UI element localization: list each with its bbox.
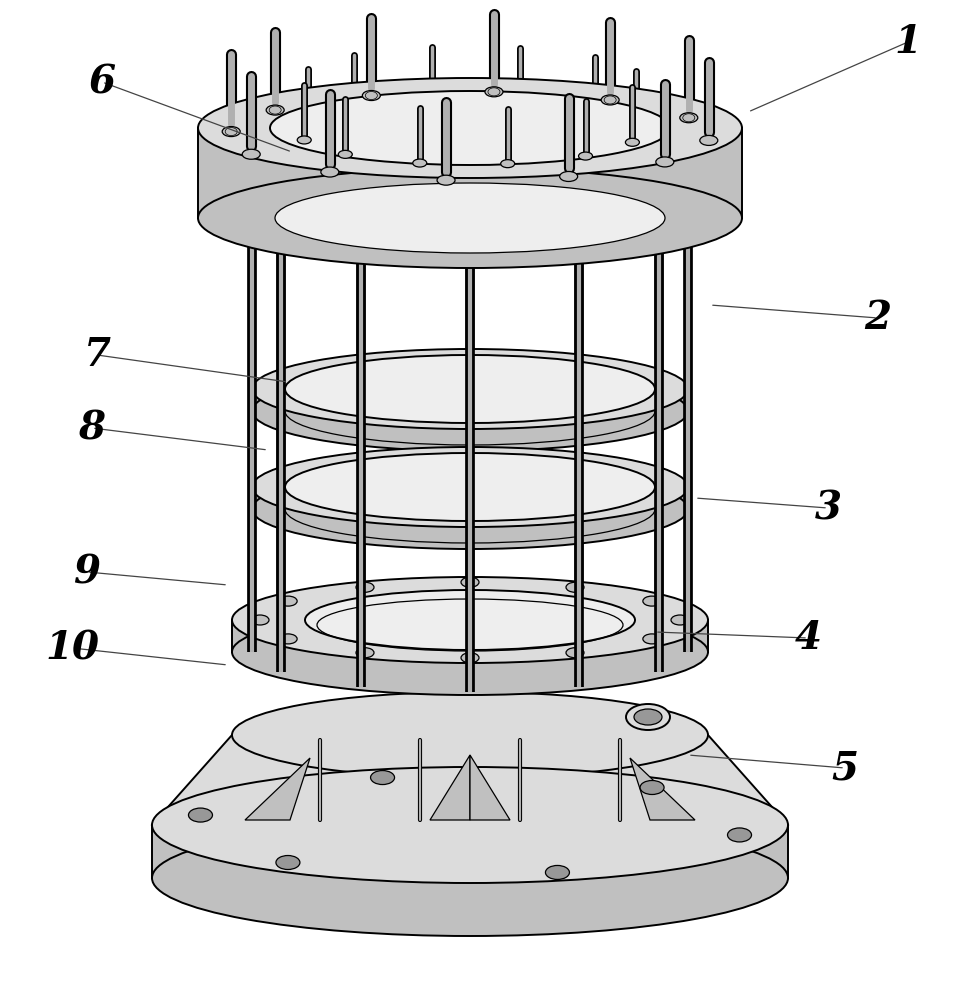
Ellipse shape xyxy=(252,349,688,429)
Ellipse shape xyxy=(279,596,298,606)
Ellipse shape xyxy=(276,856,300,870)
Ellipse shape xyxy=(425,98,440,106)
Ellipse shape xyxy=(413,159,427,167)
Ellipse shape xyxy=(198,78,742,178)
Text: 3: 3 xyxy=(814,489,842,527)
Ellipse shape xyxy=(305,590,635,650)
Polygon shape xyxy=(198,128,742,218)
Ellipse shape xyxy=(601,95,619,105)
Ellipse shape xyxy=(560,171,578,181)
Ellipse shape xyxy=(362,91,380,101)
Ellipse shape xyxy=(634,709,662,725)
Ellipse shape xyxy=(700,135,718,145)
Text: 8: 8 xyxy=(79,409,106,447)
Polygon shape xyxy=(252,487,688,509)
Ellipse shape xyxy=(252,447,688,527)
Ellipse shape xyxy=(251,615,269,625)
Ellipse shape xyxy=(152,767,788,883)
Ellipse shape xyxy=(275,183,665,253)
Polygon shape xyxy=(152,735,788,825)
Polygon shape xyxy=(630,758,695,820)
Ellipse shape xyxy=(266,105,284,115)
Ellipse shape xyxy=(232,609,708,695)
Text: 2: 2 xyxy=(865,299,892,337)
Ellipse shape xyxy=(270,91,670,165)
Ellipse shape xyxy=(298,136,311,144)
Ellipse shape xyxy=(300,120,315,128)
Ellipse shape xyxy=(338,150,352,158)
Ellipse shape xyxy=(152,820,788,936)
Ellipse shape xyxy=(640,780,664,794)
Ellipse shape xyxy=(232,577,708,663)
Ellipse shape xyxy=(671,615,689,625)
Ellipse shape xyxy=(625,138,639,146)
Text: 1: 1 xyxy=(895,23,922,61)
Ellipse shape xyxy=(501,160,515,168)
Ellipse shape xyxy=(643,634,660,644)
Ellipse shape xyxy=(188,808,212,822)
Ellipse shape xyxy=(680,113,698,123)
Ellipse shape xyxy=(728,828,752,842)
Ellipse shape xyxy=(579,152,592,160)
Ellipse shape xyxy=(461,577,479,587)
Ellipse shape xyxy=(566,648,584,658)
Ellipse shape xyxy=(588,108,602,116)
Ellipse shape xyxy=(514,99,527,107)
Polygon shape xyxy=(152,825,788,878)
Text: 9: 9 xyxy=(74,553,101,591)
Text: 7: 7 xyxy=(84,336,110,374)
Ellipse shape xyxy=(356,582,374,592)
Ellipse shape xyxy=(437,175,455,185)
Ellipse shape xyxy=(285,355,655,423)
Polygon shape xyxy=(232,620,708,652)
Text: 4: 4 xyxy=(795,619,822,657)
Ellipse shape xyxy=(545,865,569,879)
Ellipse shape xyxy=(252,371,688,451)
Ellipse shape xyxy=(222,127,240,137)
Ellipse shape xyxy=(348,106,362,114)
Ellipse shape xyxy=(629,122,643,130)
Ellipse shape xyxy=(371,771,395,785)
Ellipse shape xyxy=(198,168,742,268)
Polygon shape xyxy=(470,755,510,820)
Ellipse shape xyxy=(232,692,708,778)
Polygon shape xyxy=(252,389,688,411)
Polygon shape xyxy=(430,755,470,820)
Ellipse shape xyxy=(566,582,584,592)
Text: 10: 10 xyxy=(45,629,99,667)
Ellipse shape xyxy=(643,596,660,606)
Ellipse shape xyxy=(321,167,339,177)
Ellipse shape xyxy=(485,87,503,97)
Ellipse shape xyxy=(242,149,260,159)
Ellipse shape xyxy=(285,453,655,521)
Ellipse shape xyxy=(279,634,298,644)
Ellipse shape xyxy=(626,704,670,730)
Polygon shape xyxy=(245,758,310,820)
Text: 6: 6 xyxy=(88,63,115,101)
Ellipse shape xyxy=(356,648,374,658)
Ellipse shape xyxy=(461,653,479,663)
Ellipse shape xyxy=(252,469,688,549)
Text: 5: 5 xyxy=(831,749,858,787)
Ellipse shape xyxy=(656,157,674,167)
